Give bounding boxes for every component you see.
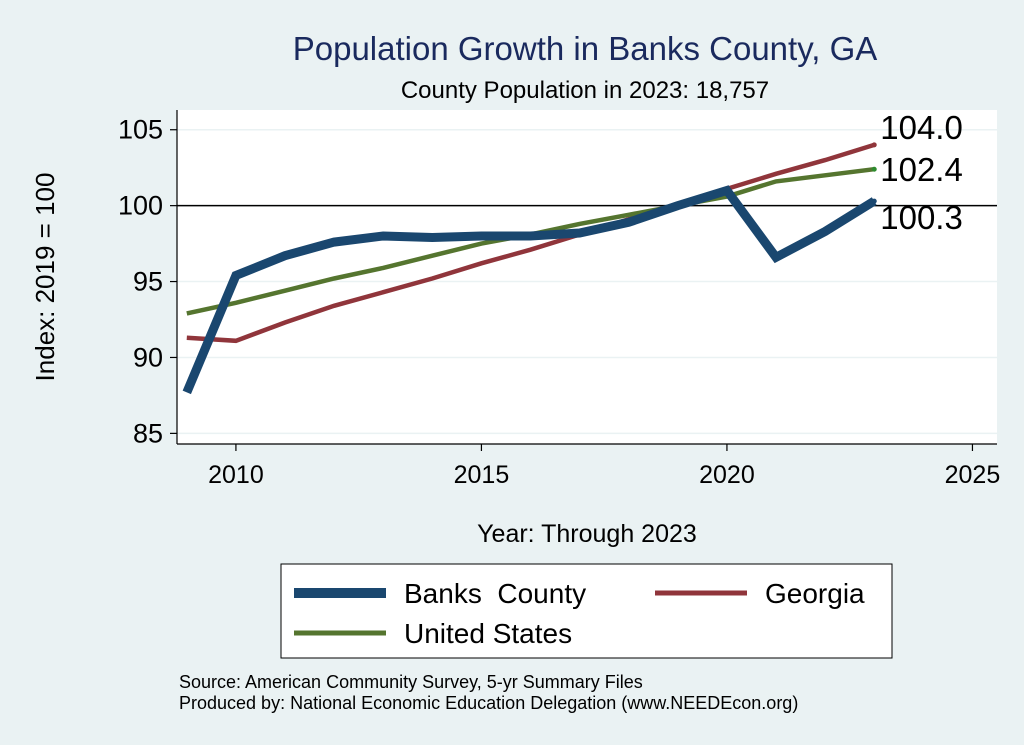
legend-label-georgia: Georgia [765,578,865,609]
legend-box [280,563,893,659]
series-line-banks-county [182,185,877,395]
series-lines [182,142,877,395]
chart-title: Population Growth in Banks County, GA [293,30,878,67]
y-tick-label-85: 85 [133,418,163,448]
legend-label-banks: Banks County [404,578,586,609]
legend: Banks County Georgia United States [280,563,893,659]
chart-subtitle: County Population in 2023: 18,757 [401,77,769,104]
end-label-banks-county: 100.3 [880,199,963,236]
x-axis-title: Year: Through 2023 [477,520,697,548]
x-tick-label-2010: 2010 [208,461,264,489]
x-tick-label-2020: 2020 [699,461,755,489]
x-tick-label-2025: 2025 [945,461,1001,489]
end-point-banks-county [871,198,877,204]
produced-note: Produced by: National Economic Education… [179,693,798,713]
y-tick-label-105: 105 [118,115,163,145]
y-tick-label-100: 100 [118,191,163,221]
y-tick-label-90: 90 [133,342,163,372]
y-tick-label-95: 95 [133,267,163,297]
end-point-united-states [871,166,877,172]
series-line-georgia [186,142,875,344]
x-tick-label-2015: 2015 [454,461,510,489]
end-label-georgia: 104.0 [880,109,963,146]
legend-label-us: United States [404,618,572,649]
end-label-united-states: 102.4 [880,151,963,188]
end-point-georgia [871,142,877,148]
source-note: Source: American Community Survey, 5-yr … [179,672,643,692]
y-axis-title: Index: 2019 = 100 [30,173,60,382]
plot-area [177,110,997,444]
end-labels: 100.3 104.0 102.4 [880,109,963,236]
axes: 85 90 95 100 105 2010 2015 2020 2025 [118,110,1000,489]
